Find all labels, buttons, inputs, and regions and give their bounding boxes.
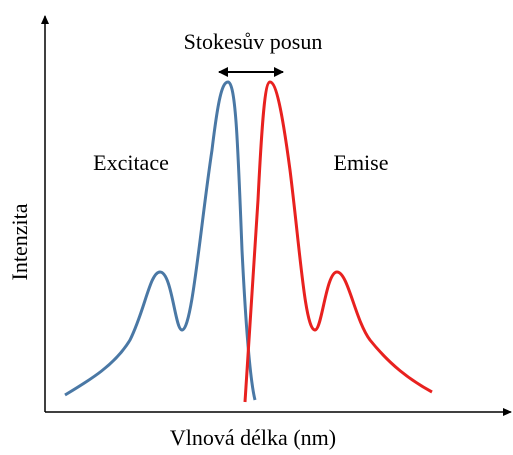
y-axis-label: Intenzita xyxy=(7,203,32,280)
excitation-curve xyxy=(64,80,257,401)
shift-label: Stokesův posun xyxy=(184,29,323,54)
excitation-label: Excitace xyxy=(93,150,169,175)
x-axis-label: Vlnová délka (nm) xyxy=(170,425,336,450)
emission-curve xyxy=(243,80,433,403)
emission-label: Emise xyxy=(334,150,389,175)
